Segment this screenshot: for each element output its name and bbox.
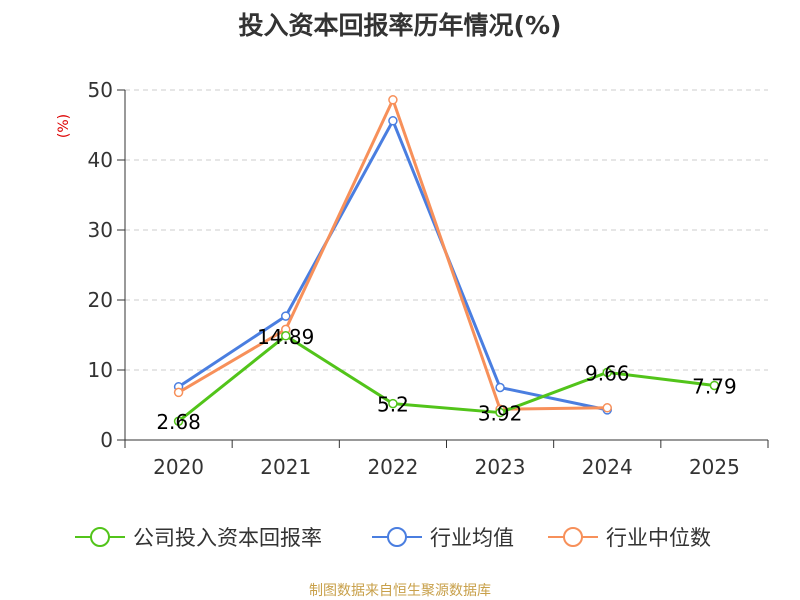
chart-title: 投入资本回报率历年情况(%) (238, 11, 562, 40)
data-label: 7.79 (692, 374, 737, 398)
legend-label: 行业中位数 (606, 526, 711, 550)
y-tick-label: 50 (88, 78, 113, 102)
x-tick-label: 2021 (260, 455, 311, 479)
data-labels: 2.68 14.89 5.2 3.92 9.66 7.79 (156, 325, 736, 434)
legend-marker (563, 527, 583, 547)
data-point (495, 407, 505, 418)
legend-marker (387, 527, 407, 547)
y-tick-label: 0 (100, 428, 113, 452)
data-label: 14.89 (257, 325, 314, 349)
legend-item: 公司投入资本回报率 (75, 526, 322, 550)
y-tick-label: 40 (88, 148, 113, 172)
x-tick-label: 2020 (153, 455, 204, 479)
x-tick-label: 2024 (582, 455, 633, 479)
x-tick-label: 2023 (475, 455, 526, 479)
data-point (281, 311, 291, 321)
data-point (281, 331, 291, 341)
y-tick-label: 10 (88, 358, 113, 382)
data-label: 3.92 (478, 402, 523, 426)
data-point (602, 403, 612, 413)
data-point (388, 95, 398, 105)
series-lines (173, 95, 720, 426)
grid-lines (125, 89, 768, 371)
y-axis-label: (%) (56, 114, 72, 138)
x-tick-label: 2025 (689, 455, 740, 479)
legend-item: 行业均值 (372, 526, 514, 550)
data-label: 2.68 (156, 410, 201, 434)
data-label: 9.66 (585, 361, 630, 385)
legend: 公司投入资本回报率 行业均值 行业中位数 (75, 526, 711, 550)
data-point (495, 382, 505, 393)
data-point (709, 380, 720, 391)
legend-item: 行业中位数 (548, 526, 711, 550)
legend-label: 行业均值 (430, 526, 514, 550)
data-label: 5.2 (377, 393, 409, 417)
legend-label: 公司投入资本回报率 (133, 526, 322, 550)
series-line (177, 119, 608, 412)
axes: 0 10 20 30 40 50 2020 2021 2022 2023 2024 2025 (88, 78, 769, 479)
x-tick-label: 2022 (367, 455, 418, 479)
data-point (173, 387, 184, 398)
data-point (388, 116, 398, 126)
data-point (173, 416, 184, 426)
legend-marker (90, 527, 110, 547)
data-point (388, 398, 398, 409)
y-tick-label: 20 (88, 288, 113, 312)
source-note: 制图数据来自恒生聚源数据库 (309, 583, 491, 599)
data-point (602, 367, 612, 378)
y-tick-label: 30 (88, 218, 113, 242)
series-line (177, 98, 608, 411)
series-line (177, 334, 715, 423)
